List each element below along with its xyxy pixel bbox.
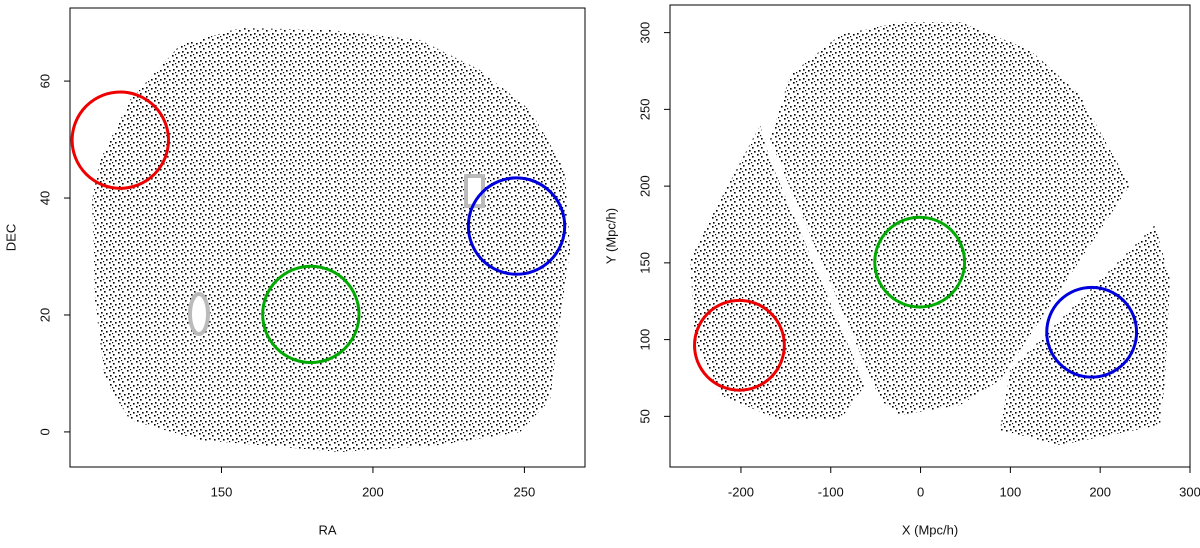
x-tick-label: 150: [211, 484, 233, 499]
region-circle: [693, 298, 786, 392]
x-tick-label: 250: [514, 484, 536, 499]
y-tick-label: 150: [637, 252, 652, 274]
x-tick-label: 100: [1000, 484, 1022, 499]
x-tick-label: 300: [1179, 484, 1200, 499]
x-tick-label: -100: [818, 484, 844, 499]
mask: [188, 292, 210, 336]
y-axis-label: DEC: [3, 224, 18, 251]
y-tick-label: 60: [37, 74, 52, 88]
plot-frame: [669, 4, 1191, 468]
x-tick-label: 0: [917, 484, 924, 499]
region-circle: [1045, 285, 1139, 379]
region-circle: [261, 264, 361, 365]
x-axis-label: X (Mpc/h): [902, 522, 958, 537]
region-circle: [466, 176, 567, 276]
y-tick-label: 250: [637, 99, 652, 121]
y-tick-label: 100: [637, 329, 652, 351]
x-tick-label: 200: [1089, 484, 1111, 499]
y-tick-label: 40: [37, 191, 52, 205]
y-tick-label: 20: [37, 308, 52, 322]
point-cloud: [92, 22, 1170, 452]
x-tick-label: -200: [728, 484, 754, 499]
y-tick-label: 0: [37, 428, 52, 435]
y-axis-label: Y (Mpc/h): [603, 208, 618, 264]
plot-frame: [69, 7, 586, 468]
region-circle: [873, 215, 967, 309]
x-axis-label: RA: [318, 522, 336, 537]
y-tick-label: 200: [637, 175, 652, 197]
y-tick-label: 300: [637, 22, 652, 44]
y-tick-label: 50: [637, 409, 652, 423]
region-circle: [70, 90, 170, 190]
x-tick-label: 200: [362, 484, 384, 499]
